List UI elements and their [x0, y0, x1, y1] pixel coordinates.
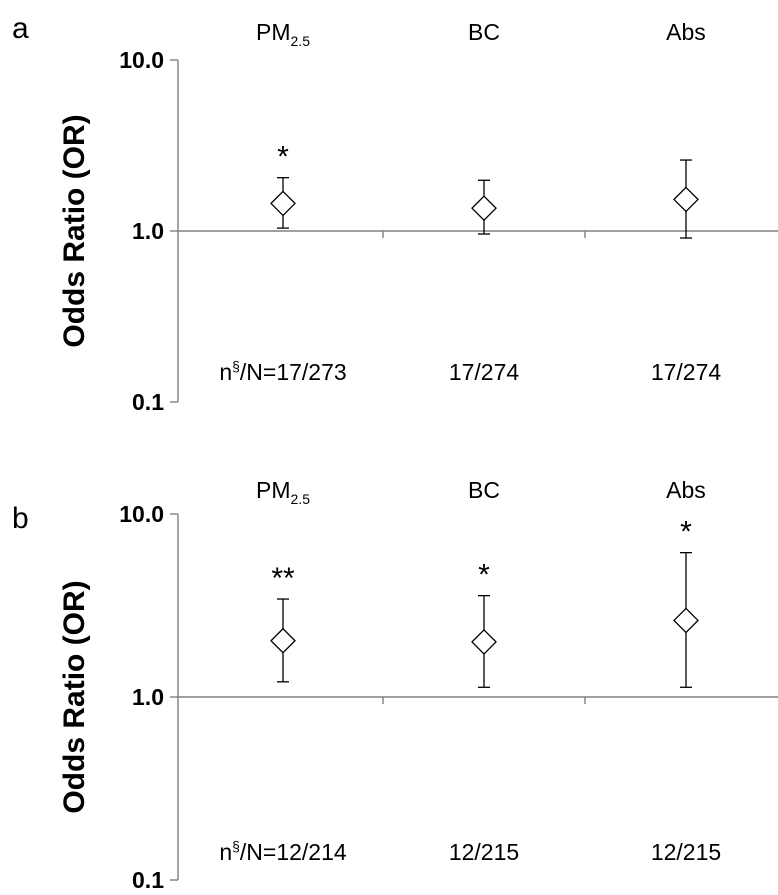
panel-label: b — [12, 502, 29, 535]
y-tick-label: 10.0 — [119, 501, 164, 527]
data-point-diamond — [471, 195, 497, 222]
data-point-diamond — [270, 627, 296, 654]
category-label: PM2.5 — [256, 477, 310, 507]
sample-size-label: 17/274 — [449, 359, 520, 385]
significance-marker: * — [478, 559, 490, 592]
category-label: BC — [468, 19, 500, 45]
y-axis-title: Odds Ratio (OR) — [58, 580, 91, 813]
sample-size-label: n§/N=17/273 — [219, 358, 346, 385]
panel-label: a — [12, 12, 29, 45]
y-tick-label: 0.1 — [132, 389, 164, 415]
sample-size-label: 17/274 — [651, 359, 722, 385]
sample-size-label: 12/215 — [449, 839, 519, 865]
significance-marker: * — [277, 141, 289, 174]
significance-marker: ** — [271, 562, 295, 595]
chart-panel-a: a 0.1 1.0 10.0 Odds Ratio (OR) PM2.5 * n§/N=17/… — [12, 12, 778, 415]
category-label: BC — [468, 477, 500, 503]
significance-marker: * — [680, 516, 692, 549]
sample-size-label: 12/215 — [651, 839, 721, 865]
y-tick-label: 1.0 — [132, 218, 164, 244]
data-point-diamond — [471, 628, 497, 655]
category-label: PM2.5 — [256, 19, 310, 49]
category-label: Abs — [666, 477, 706, 503]
y-tick-label: 10.0 — [119, 47, 164, 73]
data-point-diamond — [673, 607, 699, 634]
y-tick-label: 1.0 — [132, 684, 164, 710]
y-tick-label: 0.1 — [132, 867, 164, 893]
sample-size-label: n§/N=12/214 — [219, 838, 347, 865]
data-point-diamond — [673, 186, 699, 213]
data-point-diamond — [270, 190, 296, 217]
y-axis-title: Odds Ratio (OR) — [58, 114, 91, 347]
category-label: Abs — [666, 19, 706, 45]
